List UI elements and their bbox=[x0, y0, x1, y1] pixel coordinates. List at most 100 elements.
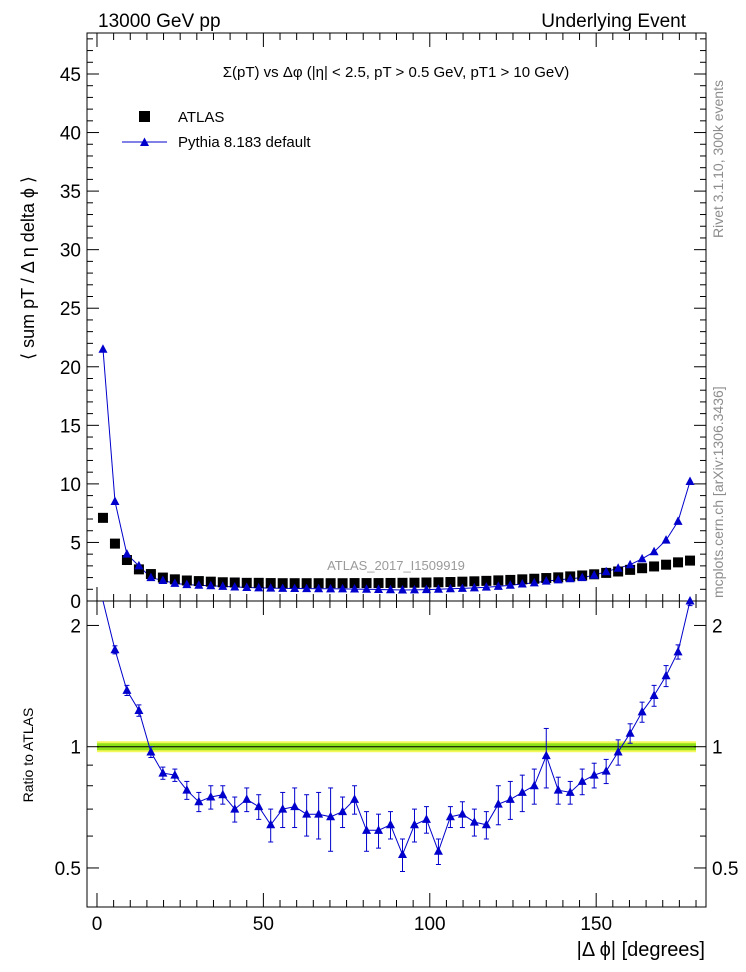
ratio-point bbox=[254, 801, 264, 811]
atlas-point bbox=[661, 559, 672, 570]
atlas-point bbox=[493, 575, 504, 586]
atlas-point bbox=[625, 564, 636, 575]
ratio-x-tick-label: 150 bbox=[580, 914, 612, 935]
ratio-series-line bbox=[102, 600, 691, 856]
pythia-point bbox=[146, 572, 156, 582]
ratio-panel: 0.5 0.5 1 1 2 2 0 50 100 150 Ratio to ATLAS |Δ ϕ… bbox=[20, 596, 738, 961]
atlas-point bbox=[109, 538, 120, 549]
pythia-point bbox=[625, 559, 635, 569]
ratio-point bbox=[541, 750, 551, 760]
ratio-point bbox=[505, 794, 515, 803]
ratio-point bbox=[158, 768, 168, 777]
ratio-point bbox=[565, 787, 575, 796]
pythia-point bbox=[505, 580, 515, 589]
pythia-point bbox=[194, 580, 204, 589]
pythia-point bbox=[661, 535, 671, 544]
ratio-point bbox=[314, 809, 324, 818]
side-label-rivet: Rivet 3.1.10, 300k events bbox=[710, 80, 726, 238]
ratio-point bbox=[433, 846, 443, 855]
ratio-point bbox=[218, 789, 228, 799]
pythia-points bbox=[98, 344, 695, 594]
atlas-point bbox=[433, 577, 444, 588]
pythia-point bbox=[553, 574, 563, 584]
ratio-point bbox=[194, 796, 204, 806]
analysis-watermark: ATLAS_2017_I1509919 bbox=[327, 558, 465, 573]
main-y-label: ⟨ sum pT / Δ η delta ϕ ⟩ bbox=[18, 176, 38, 360]
atlas-point bbox=[637, 563, 648, 574]
pythia-point bbox=[350, 584, 360, 593]
ratio-point bbox=[206, 792, 216, 801]
ratio-point bbox=[553, 785, 563, 794]
ratio-point bbox=[409, 819, 419, 829]
ratio-point bbox=[386, 819, 396, 829]
ratio-y-tick-label: 2 bbox=[70, 616, 81, 637]
pythia-point bbox=[110, 496, 120, 505]
main-y-ticks: 0 5 10 15 20 25 30 35 40 45 bbox=[60, 33, 706, 613]
x-axis-label: |Δ ϕ| [degrees] bbox=[577, 939, 705, 961]
ratio-point bbox=[397, 849, 407, 859]
atlas-point bbox=[409, 577, 420, 588]
pythia-point bbox=[170, 578, 180, 587]
ratio-point bbox=[146, 747, 156, 756]
pythia-point bbox=[362, 584, 372, 593]
ratio-points bbox=[110, 596, 695, 859]
atlas-point bbox=[313, 578, 324, 589]
pythia-point bbox=[589, 570, 599, 579]
pythia-point bbox=[421, 584, 431, 594]
ratio-point bbox=[589, 770, 599, 779]
main-y-tick-label: 35 bbox=[60, 182, 81, 203]
atlas-point bbox=[301, 578, 312, 589]
atlas-point bbox=[133, 564, 144, 575]
pythia-point bbox=[122, 549, 132, 558]
pythia-point bbox=[314, 583, 324, 593]
pythia-point bbox=[290, 583, 300, 592]
pythia-point bbox=[445, 583, 455, 593]
atlas-points bbox=[97, 512, 696, 589]
header-left: 13000 GeV pp bbox=[98, 11, 221, 32]
main-y-tick-label: 0 bbox=[70, 592, 81, 613]
side-label-mcplots: mcplots.cern.ch [arXiv:1306.3436] bbox=[710, 386, 726, 598]
atlas-point bbox=[289, 578, 300, 589]
ratio-point bbox=[625, 728, 635, 737]
ratio-point bbox=[182, 785, 192, 794]
pythia-point bbox=[374, 584, 384, 594]
ratio-frame bbox=[86, 600, 707, 908]
main-y-tick-label: 40 bbox=[60, 124, 81, 145]
ratio-x-tick-label: 100 bbox=[414, 914, 446, 935]
pythia-point bbox=[613, 563, 623, 572]
atlas-point bbox=[97, 512, 108, 523]
pythia-point bbox=[278, 583, 288, 592]
ratio-point bbox=[637, 706, 647, 716]
pythia-point bbox=[254, 582, 264, 592]
pythia-point bbox=[517, 579, 527, 588]
ratio-point bbox=[170, 770, 180, 779]
ratio-point bbox=[290, 801, 300, 811]
legend: ATLAS Pythia 8.183 default bbox=[122, 109, 311, 151]
atlas-point bbox=[265, 578, 276, 589]
ratio-point bbox=[350, 794, 360, 803]
pythia-point bbox=[266, 583, 276, 592]
atlas-point bbox=[445, 577, 456, 588]
pythia-point bbox=[433, 584, 443, 593]
pythia-point bbox=[673, 516, 683, 525]
ratio-point bbox=[230, 804, 240, 813]
ratio-point bbox=[278, 804, 288, 813]
pythia-point bbox=[182, 579, 192, 589]
main-y-tick-label: 30 bbox=[60, 241, 81, 262]
pythia-point bbox=[529, 577, 539, 587]
pythia-point bbox=[577, 572, 587, 582]
legend-atlas-marker bbox=[139, 111, 150, 122]
ratio-point bbox=[110, 644, 120, 654]
ratio-y-tick-label: 1 bbox=[70, 738, 81, 759]
pythia-point bbox=[469, 582, 479, 592]
pythia-point bbox=[397, 584, 407, 594]
pythia-point bbox=[457, 583, 467, 592]
ratio-point bbox=[362, 825, 372, 834]
ratio-point bbox=[601, 766, 611, 775]
atlas-point bbox=[469, 576, 480, 587]
ratio-point bbox=[457, 809, 467, 818]
pythia-point bbox=[493, 581, 503, 590]
atlas-point bbox=[325, 578, 336, 589]
ratio-point bbox=[374, 825, 384, 834]
pythia-point bbox=[206, 580, 216, 590]
